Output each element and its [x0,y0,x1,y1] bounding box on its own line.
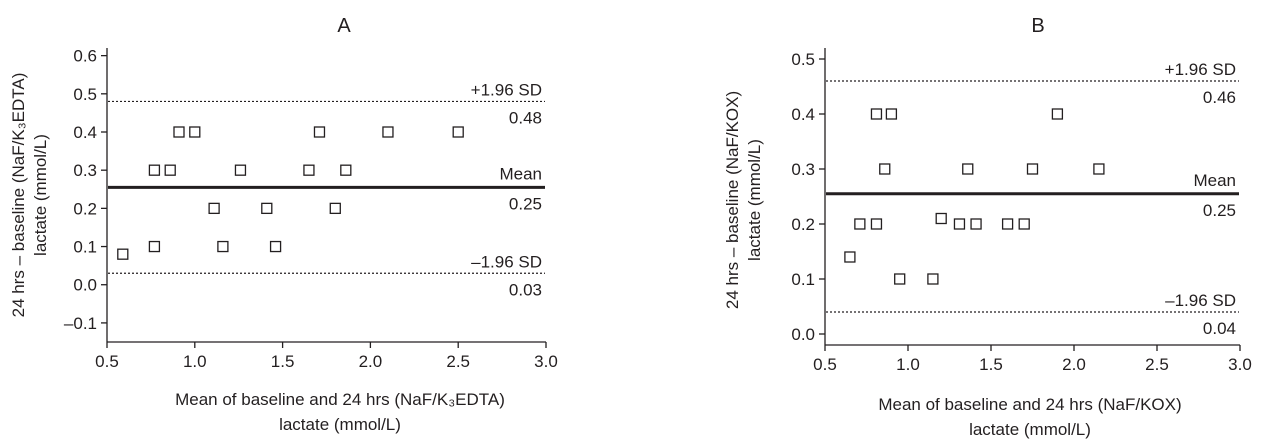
panel-a-y-tick-label: 0.0 [73,276,97,295]
panel-b-x-tick-label: 1.5 [979,355,1003,374]
panel-a-y-tick-label: 0.5 [73,85,97,104]
panel-b-y-tick-label: 0.2 [791,215,815,234]
panel-a-data-point [261,202,273,215]
panel-b-y-tick-label: 0.1 [791,270,815,289]
panel-a-y-tick-label: 0.4 [73,123,97,142]
panel-b-x-tick-label: 3.0 [1228,355,1252,374]
panel-a-lower-sd-name: –1.96 SD [471,252,542,271]
panel-a-data-point [303,164,315,176]
panel-a-upper-sd-value: 0.48 [509,108,542,127]
panel-b-y-axis-title-line1: 24 hrs – baseline (NaF/KOX) [723,91,742,309]
panel-a-y-axis-title-line2: lactate (mmol/L) [31,134,50,256]
panel-a-data-point [340,164,352,176]
panel-b-mean-name: Mean [1193,171,1236,190]
panel-a-x-tick-label: 2.0 [359,352,383,371]
panel-a-data-point [329,202,341,215]
panel-b-lower-sd-name: –1.96 SD [1165,291,1236,310]
panel-a-x-tick-label: 1.5 [271,352,295,371]
panel-a-data-point [452,126,464,138]
panel-b-y-tick-label: 0.3 [791,160,815,179]
panel-b-data-point [962,163,974,175]
panel-b-upper-sd-value: 0.46 [1203,88,1236,107]
panel-a-data-point [173,126,185,138]
panel-a-x-tick-label: 3.0 [534,352,558,371]
panel-b-data-point [1093,163,1105,175]
panel-a-y-tick-label: 0.2 [73,199,97,218]
panel-b-upper-sd-name: +1.96 SD [1165,60,1236,79]
panel-b-data-point [1001,218,1014,230]
panel-b-data-point [870,218,883,230]
panel-a-mean-value: 0.25 [509,194,542,213]
panel-b-plot-area: 0.0 0.1 0.2 0.3 0.4 0.5 0.5 1.0 1.5 2.0 2.5 3.0 +1.9… [791,48,1252,374]
panel-b: B 24 hrs – baseline (NaF/KOX) lactate (m… [723,15,1252,439]
panel-a-data-point [208,202,220,215]
panel-b-lower-sd-value: 0.04 [1203,319,1236,338]
panel-b-data-point [935,212,947,225]
panel-a-data-point [148,164,161,176]
panel-b-title: B [1031,15,1044,37]
panel-b-x-axis-title-line1: Mean of baseline and 24 hrs (NaF/KOX) [878,395,1181,414]
panel-b-x-tick-label: 1.0 [896,355,920,374]
panel-a-y-tick-label: 0.1 [73,238,97,257]
panel-a-x-axis-title-line2: lactate (mmol/L) [279,415,401,434]
panel-b-x-tick-label: 2.0 [1062,355,1086,374]
panel-b-y-tick-label: 0.5 [791,50,815,69]
panel-a-data-point [217,240,229,253]
panel-a-data-point [164,164,176,176]
panel-a-y-tick-label: 0.3 [73,161,97,180]
panel-a-data-point [189,126,201,138]
panel-a-y-axis-title-line1: 24 hrs – baseline (NaF/K₃EDTA) [9,73,28,318]
panel-b-data-point [1018,218,1030,230]
panel-a-data-point [234,164,247,176]
panel-a-data-point [269,240,282,253]
panel-a-title: A [337,15,351,37]
panel-b-data-point [1026,163,1039,175]
panel-b-data-point [953,218,966,230]
panel-b-x-tick-label: 0.5 [813,355,837,374]
panel-a: A 24 hrs – baseline (NaF/K₃EDTA) lactate… [9,15,558,434]
panel-a-data-point [382,126,394,138]
panel-a-x-tick-label: 2.5 [446,352,470,371]
panel-a-data-point [117,248,129,260]
panel-a-mean-name: Mean [499,164,542,183]
panel-a-data-point [148,240,161,253]
panel-b-data-point [894,273,906,285]
panel-b-data-point [870,108,883,120]
panel-b-data-point [879,163,891,175]
panel-a-y-tick-label: –0.1 [64,314,97,333]
panel-b-y-tick-label: 0.0 [791,325,815,344]
panel-b-data-point [927,273,939,285]
panel-b-data-point [1051,108,1064,120]
panel-b-y-axis-title-line2: lactate (mmol/L) [745,139,764,261]
panel-a-x-tick-label: 1.0 [183,352,207,371]
panel-a-lower-sd-value: 0.03 [509,280,542,299]
panel-a-data-point [313,126,326,138]
panel-b-data-point [970,218,982,230]
panel-b-data-point [885,108,898,120]
panel-a-y-tick-label: 0.6 [73,47,97,66]
panel-b-x-tick-label: 2.5 [1145,355,1169,374]
panel-a-plot-area: –0.1 0.0 0.1 0.2 0.3 0.4 0.5 0.6 0.5 1.0 1.5 2.0 2.5… [64,47,558,371]
panel-a-x-axis-title-line1: Mean of baseline and 24 hrs (NaF/K₃EDTA) [175,390,505,409]
panel-a-upper-sd-name: +1.96 SD [471,80,542,99]
panel-b-mean-value: 0.25 [1203,201,1236,220]
panel-b-y-tick-label: 0.4 [791,105,815,124]
panel-b-data-point [844,251,856,263]
panel-a-x-tick-label: 0.5 [95,352,119,371]
panel-b-data-point [854,218,866,230]
panel-b-x-axis-title-line2: lactate (mmol/L) [969,420,1091,439]
